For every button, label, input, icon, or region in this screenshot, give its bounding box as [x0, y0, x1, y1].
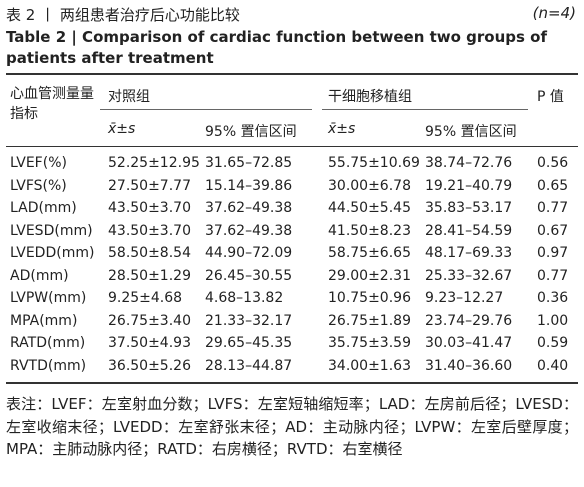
caption-en: Table 2 | Comparison of cardiac function… [6, 28, 547, 67]
cell-p: 0.97 [537, 245, 569, 261]
cell-ci: 31.65–72.85 [205, 155, 293, 171]
cell-p: 0.67 [537, 222, 569, 239]
cell-mean: 43.50±3.70 [108, 200, 191, 216]
cell-mean: 55.75±10.69 [328, 155, 420, 171]
row-label: LAD(mm) [10, 200, 77, 216]
cell-p: 0.36 [537, 290, 569, 306]
cell-ci: 21.33–32.17 [205, 312, 293, 329]
cell-mean: 44.50±5.45 [328, 200, 411, 216]
header-p: P 值 [537, 89, 564, 105]
row-label: LVPW(mm) [10, 290, 87, 306]
cell-mean: 52.25±12.95 [108, 155, 200, 171]
cell-mean: 34.00±1.63 [328, 357, 411, 374]
caption-zh: 表 2 丨 两组患者治疗后心功能比较 [6, 6, 240, 24]
row-label: LVFS(%) [10, 177, 67, 194]
cell-mean: 58.75±6.65 [328, 245, 411, 261]
header-measure: 心血管测量量指标 [10, 86, 94, 122]
row-label: LVESD(mm) [10, 222, 93, 239]
cell-p: 0.59 [537, 335, 569, 351]
cell-mean: 36.50±5.26 [108, 357, 191, 374]
cell-mean: 26.75±1.89 [328, 312, 411, 329]
row-label: RVTD(mm) [10, 357, 87, 374]
top-rule [6, 73, 578, 75]
cell-mean: 37.50±4.93 [108, 335, 191, 351]
row-label: LVEDD(mm) [10, 245, 95, 261]
cell-mean: 41.50±8.23 [328, 222, 411, 239]
header-ci: 95% 置信区间 [205, 124, 297, 140]
header-mean: x̄±s [328, 121, 356, 137]
cell-mean: 43.50±3.70 [108, 222, 191, 239]
cell-mean: 35.75±3.59 [328, 335, 411, 351]
cell-mean: 26.75±3.40 [108, 312, 191, 329]
cell-mean: 58.50±8.54 [108, 245, 191, 261]
subrule [322, 109, 528, 110]
cell-ci: 37.62–49.38 [205, 222, 293, 239]
cell-ci: 23.74–29.76 [425, 312, 513, 329]
cell-ci: 35.83–53.17 [425, 200, 513, 216]
cell-mean: 29.00±2.31 [328, 267, 411, 284]
cell-mean: 28.50±1.29 [108, 267, 191, 284]
row-label: LVEF(%) [10, 155, 67, 171]
cell-p: 0.65 [537, 177, 569, 194]
row-label: MPA(mm) [10, 312, 78, 329]
cell-mean: 10.75±0.96 [328, 290, 411, 306]
cell-ci: 29.65–45.35 [205, 335, 293, 351]
row-label: AD(mm) [10, 267, 69, 284]
cell-ci: 44.90–72.09 [205, 245, 293, 261]
header-group1: 对照组 [108, 89, 150, 105]
header-rule [6, 146, 578, 147]
caption-n: (n=4) [532, 4, 576, 22]
cell-ci: 30.03–41.47 [425, 335, 513, 351]
header-mean: x̄±s [108, 121, 136, 137]
cell-p: 0.77 [537, 267, 569, 284]
subrule [100, 109, 312, 110]
cell-ci: 9.23–12.27 [425, 290, 504, 306]
row-label: RATD(mm) [10, 335, 86, 351]
footnote: 表注：LVEF：左室射血分数；LVFS：左室短轴缩短率；LAD：左房前后径；LV… [6, 395, 578, 458]
cell-ci: 28.41–54.59 [425, 222, 513, 239]
cell-ci: 4.68–13.82 [205, 290, 284, 306]
cell-p: 0.40 [537, 357, 569, 374]
cell-ci: 26.45–30.55 [205, 267, 293, 284]
cell-p: 1.00 [537, 312, 569, 329]
header-group2: 干细胞移植组 [328, 89, 412, 105]
bottom-rule [6, 382, 578, 384]
cell-p: 0.77 [537, 200, 569, 216]
cell-ci: 19.21–40.79 [425, 177, 513, 194]
cell-ci: 15.14–39.86 [205, 177, 293, 194]
cell-ci: 28.13–44.87 [205, 357, 293, 374]
cell-ci: 48.17–69.33 [425, 245, 513, 261]
cell-mean: 27.50±7.77 [108, 177, 191, 194]
cell-ci: 25.33–32.67 [425, 267, 513, 284]
header-ci: 95% 置信区间 [425, 124, 517, 140]
cell-p: 0.56 [537, 155, 569, 171]
cell-ci: 38.74–72.76 [425, 155, 513, 171]
cell-mean: 9.25±4.68 [108, 290, 183, 306]
cell-ci: 37.62–49.38 [205, 200, 293, 216]
cell-ci: 31.40–36.60 [425, 357, 513, 374]
cell-mean: 30.00±6.78 [328, 177, 411, 194]
